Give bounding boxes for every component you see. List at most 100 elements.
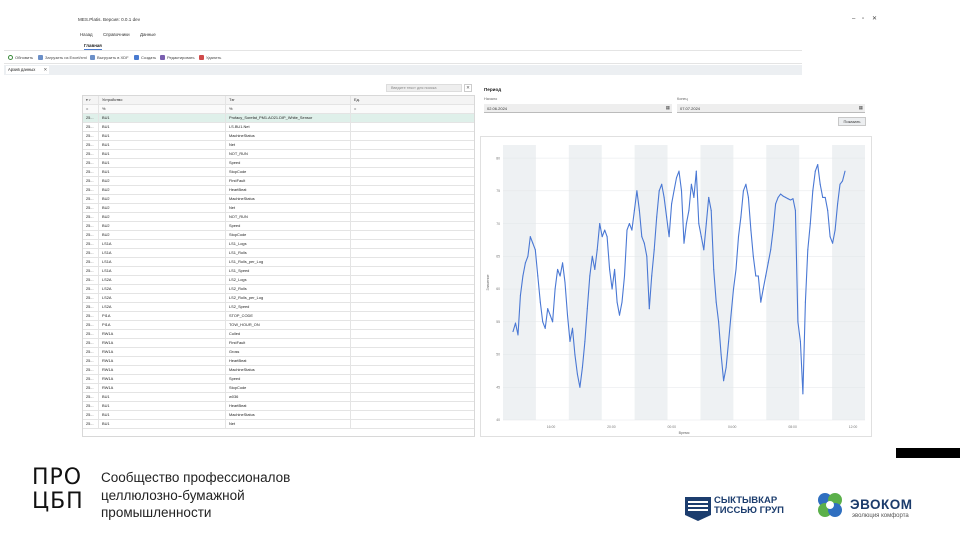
data-point [710,209,712,212]
header-tag[interactable]: Тэг [226,96,351,104]
refresh-button[interactable]: Обновить [8,55,33,60]
data-point [775,203,777,205]
table-row[interactable]: 25... BU2 FirstFault [83,177,474,186]
row-id: 25... [83,294,99,302]
grid-filter-row: = % % = [83,105,474,114]
menu-data[interactable]: Данные [140,32,156,37]
create-button[interactable]: Создать [134,55,156,60]
table-row[interactable]: 25... BU2 Net [83,204,474,213]
data-point [569,340,571,342]
table-row[interactable]: 25... BU1 Speed [83,159,474,168]
data-point [680,190,683,192]
row-tag: LS1_Rolls_per_Log [226,258,351,266]
show-button[interactable]: Показать [838,117,866,126]
data-point [542,321,544,323]
search-input[interactable]: Введите текст для поиска [386,84,462,92]
table-row[interactable]: 25... BU1 LS.BU1.Net [83,123,474,132]
table-row[interactable]: 25... BU2 MachineStatus [83,195,474,204]
row-tag: StopCode [226,168,351,176]
table-row[interactable]: 25... BU2 Speed [83,222,474,231]
data-point [844,170,846,172]
table-row[interactable]: 25... BU1 Profacy_Sorefat_PM1.AO21.DIP_Whi… [83,114,474,123]
table-row[interactable]: 25... RW1A Gross [83,348,474,357]
table-row[interactable]: 25... BU1 w036 [83,393,474,402]
table-row[interactable]: 25... RW1A FirstFault [83,339,474,348]
row-unit [351,123,474,131]
row-device: RW1A [99,357,226,365]
refresh-icon [8,55,13,60]
data-point [537,275,539,277]
row-tag: LS2_Logs [226,276,351,284]
minimize-icon[interactable]: – [852,16,856,22]
table-row[interactable]: 25... LS2A LS2_Rolls_per_Log [83,294,474,303]
table-row[interactable]: 25... BU1 StopCode [83,168,474,177]
row-device: BU2 [99,186,226,194]
row-id: 25... [83,285,99,293]
header-unit[interactable]: Ед. [354,97,360,102]
header-device[interactable]: Устройство [99,96,226,104]
tab-close-icon[interactable]: ✕ [43,67,48,72]
table-row[interactable]: 25... BU1 Net [83,141,474,150]
table-row[interactable]: 25... BU1 MachineStatus [83,411,474,420]
data-point [730,314,732,316]
row-device: BU2 [99,195,226,203]
delete-button[interactable]: Удалить [199,55,221,60]
table-row[interactable]: 25... PI1A TOW_HOUR_ON [83,321,474,330]
data-point [782,195,784,197]
ribbon-tab-home[interactable]: Главная [84,43,102,50]
start-date-field[interactable]: 02.06.2024 ▦ [484,104,672,113]
edit-button[interactable]: Редактировать [160,55,195,60]
decorative-bar [896,448,960,458]
row-device: RW1A [99,330,226,338]
table-row[interactable]: 25... LS2A LS2_Rolls [83,285,474,294]
row-id: 25... [83,249,99,257]
end-date-field[interactable]: 07.07.2024 ▦ [677,104,865,113]
filter-unit[interactable]: = [354,106,357,111]
row-device: RW1A [99,375,226,383]
table-row[interactable]: 25... LS1A LS1_Rolls [83,249,474,258]
menu-references[interactable]: Справочники [103,32,130,37]
table-row[interactable]: 25... PI1A STOP_CODE [83,312,474,321]
data-point [552,321,554,323]
table-row[interactable]: 25... BU2 StopCode [83,231,474,240]
table-row[interactable]: 25... LS1A LS1_Logs [83,240,474,249]
table-row[interactable]: 25... BU2 NOT_RUN [83,213,474,222]
close-icon[interactable]: ✕ [872,16,878,22]
table-row[interactable]: 25... RW1A Speed [83,375,474,384]
row-device: PI1A [99,321,226,329]
table-row[interactable]: 25... RW1A StopCode [83,384,474,393]
table-row[interactable]: 25... BU1 Net [83,420,474,429]
filter-tag[interactable]: % [226,105,351,113]
data-point [765,275,767,277]
table-row[interactable]: 25... LS1A LS1_Rolls_per_Log [83,258,474,267]
menu-back[interactable]: Назад [80,32,93,37]
import-button[interactable]: Загрузить из Excel/xml [38,55,87,60]
table-row[interactable]: 25... BU1 MachineStatus [83,132,474,141]
table-row[interactable]: 25... RW1A HeartBeat [83,357,474,366]
row-id: 25... [83,213,99,221]
row-device: BU1 [99,402,226,410]
filter-device[interactable]: % [99,105,226,113]
export-button[interactable]: Выгрузить в XDF [90,55,129,60]
calendar-icon[interactable]: ▦ [665,105,670,110]
row-unit [351,240,474,248]
header-filter-icon[interactable]: ▾ ▿ [83,96,99,104]
maximize-icon[interactable]: ▫ [862,16,865,22]
table-row[interactable]: 25... RW1A Culled [83,330,474,339]
table-row[interactable]: 25... BU1 HeartBeat [83,402,474,411]
table-row[interactable]: 25... LS1A LS1_Speed [83,267,474,276]
search-clear-icon[interactable]: ✕ [464,84,472,92]
table-row[interactable]: 25... RW1A MachineStatus [83,366,474,375]
table-row[interactable]: 25... LS2A LS2_Speed [83,303,474,312]
table-row[interactable]: 25... BU1 NOT_RUN [83,150,474,159]
table-row[interactable]: 25... BU2 HeartBeat [83,186,474,195]
row-unit [351,357,474,365]
row-unit [351,402,474,410]
row-device: LS1A [99,240,226,248]
calendar-icon[interactable]: ▦ [858,105,863,110]
table-row[interactable]: 25... LS2A LS2_Logs [83,276,474,285]
tab-data-archive[interactable]: Архив данных ✕ [6,66,50,74]
row-device: LS1A [99,267,226,275]
filter-id[interactable]: = [83,105,99,113]
